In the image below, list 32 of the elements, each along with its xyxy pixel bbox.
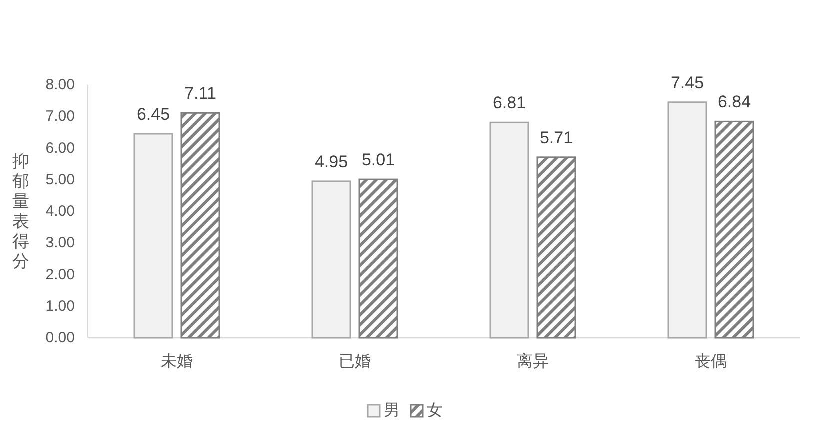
x-tick-label: 已婚 xyxy=(339,354,371,370)
legend-label: 女 xyxy=(427,402,443,420)
x-tick-label: 丧偶 xyxy=(695,352,727,370)
x-tick-label: 离异 xyxy=(517,352,549,370)
bar xyxy=(134,133,174,339)
y-tick-label: 4.00 xyxy=(46,203,75,220)
bar xyxy=(536,156,576,339)
legend-label: 男 xyxy=(384,402,400,420)
data-label: 5.71 xyxy=(540,128,574,148)
data-label: 7.45 xyxy=(670,73,704,92)
x-tick-label: 未婚 xyxy=(161,352,193,370)
data-label: 7.11 xyxy=(184,84,216,104)
bar xyxy=(668,102,708,339)
bar xyxy=(490,122,530,339)
bar xyxy=(714,120,754,339)
y-tick-label: 5.00 xyxy=(46,171,75,188)
y-tick-label: 8.00 xyxy=(46,76,75,94)
bar xyxy=(358,178,398,339)
y-tick-label: 0.00 xyxy=(46,330,75,346)
bar xyxy=(312,180,352,339)
data-label: 6.84 xyxy=(718,92,752,112)
data-label: 4.95 xyxy=(314,152,348,172)
y-tick-label: 1.00 xyxy=(46,298,75,315)
data-label: 6.81 xyxy=(492,94,526,113)
y-axis-title: 抑郁量表得分 xyxy=(12,152,30,271)
data-label: 6.45 xyxy=(136,105,170,124)
y-tick-label: 6.00 xyxy=(46,140,75,157)
y-tick-label: 7.00 xyxy=(46,108,75,126)
data-label: 5.01 xyxy=(362,150,396,170)
bar xyxy=(180,112,220,339)
y-tick-label: 2.00 xyxy=(46,266,75,284)
y-tick-label: 3.00 xyxy=(46,234,75,252)
